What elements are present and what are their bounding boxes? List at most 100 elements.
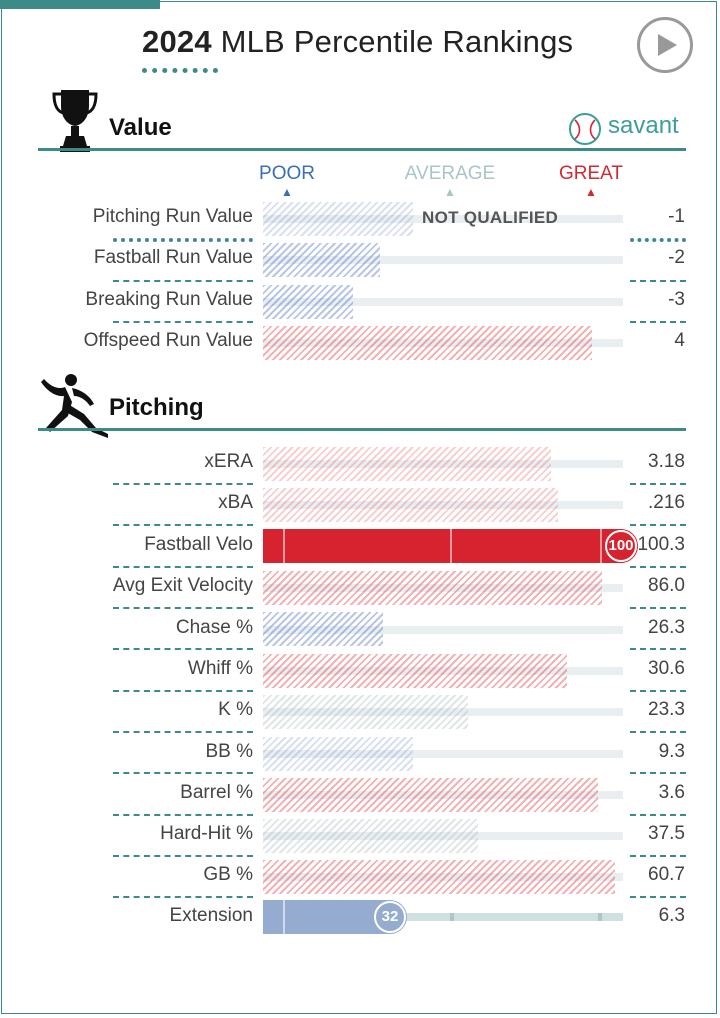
pitching-section-title: Pitching [109, 394, 204, 421]
bar-tick [283, 529, 285, 563]
row-separator [630, 855, 686, 857]
percentile-badge: 100 [605, 530, 637, 562]
scale-average: AVERAGE ▲ [390, 163, 510, 198]
percentile-track [263, 873, 623, 881]
percentile-track [263, 913, 623, 921]
scale-average-label: AVERAGE [404, 163, 496, 184]
metric-label: BB % [205, 741, 253, 762]
metric-label: Offspeed Run Value [83, 330, 253, 351]
row-separator [113, 238, 253, 242]
scale-great-arrow-icon: ▲ [585, 185, 597, 199]
percentile-bar [263, 571, 602, 605]
metric-label: Pitching Run Value [92, 206, 253, 227]
row-separator [113, 483, 253, 485]
row-separator [630, 607, 686, 609]
metric-value: 86.0 [648, 575, 685, 596]
percentile-bar [263, 612, 383, 646]
row-separator [113, 855, 253, 857]
metric-value: -2 [668, 247, 685, 268]
percentile-track [263, 626, 623, 634]
metric-label: GB % [203, 864, 253, 885]
savant-brand-text: savant [608, 112, 679, 139]
trophy-icon [52, 90, 98, 152]
row-separator [113, 772, 253, 774]
percentile-track [263, 460, 623, 468]
metric-label: xBA [218, 492, 253, 513]
row-separator [113, 321, 253, 323]
metric-label: xERA [204, 451, 253, 472]
title-text: MLB Percentile Rankings [220, 24, 574, 59]
row-separator [113, 690, 253, 692]
row-separator [630, 280, 686, 282]
metric-value: 3.6 [658, 782, 685, 803]
not-qualified-label: NOT QUALIFIED [422, 208, 559, 227]
metric-value: 3.18 [648, 451, 685, 472]
percentile-track [263, 791, 623, 799]
row-separator [630, 238, 686, 242]
percentile-bar [263, 285, 353, 319]
row-separator [630, 690, 686, 692]
track-tick [450, 913, 454, 921]
metric-value: -1 [668, 206, 685, 227]
metric-value: 9.3 [658, 741, 685, 762]
metric-label: Chase % [175, 617, 253, 638]
metric-value: 4 [674, 330, 685, 351]
metric-label: K % [218, 699, 253, 720]
percentile-track [263, 339, 623, 347]
title-underline [142, 68, 218, 73]
metric-value: 26.3 [648, 617, 685, 638]
row-separator [630, 648, 686, 650]
percentile-bar [263, 488, 558, 522]
metric-value: .216 [648, 492, 685, 513]
baseball-icon [569, 113, 601, 145]
percentile-badge: 32 [374, 901, 406, 933]
value-section-title: Value [109, 114, 172, 141]
metric-label: Barrel % [180, 782, 253, 803]
metric-label: Whiff % [187, 658, 253, 679]
percentile-bar [263, 529, 623, 563]
metric-value: 60.7 [648, 864, 685, 885]
row-separator [113, 607, 253, 609]
row-separator [113, 896, 253, 898]
row-separator [630, 524, 686, 526]
percentile-bar [263, 326, 592, 360]
scale-poor-label: POOR [259, 163, 315, 184]
bar-tick [283, 900, 285, 934]
play-button[interactable] [637, 17, 693, 73]
percentile-track [263, 298, 623, 306]
row-separator [630, 483, 686, 485]
scale-poor-arrow-icon: ▲ [281, 185, 293, 199]
title-year: 2024 [142, 24, 212, 59]
percentile-bar [263, 202, 413, 236]
percentile-bar [263, 819, 478, 853]
percentile-track [263, 750, 623, 758]
percentile-track [263, 708, 623, 716]
percentile-track [263, 256, 623, 264]
scale-average-arrow-icon: ▲ [444, 185, 456, 199]
metric-value: 6.3 [658, 905, 685, 926]
percentile-track [263, 667, 623, 675]
row-separator [630, 814, 686, 816]
row-separator [113, 814, 253, 816]
track-tick [598, 913, 602, 921]
frame-accent-tab [0, 0, 160, 9]
metric-label: Fastball Run Value [93, 247, 253, 268]
metric-label: Extension [169, 905, 253, 926]
page-title: 2024 MLB Percentile Rankings [142, 24, 573, 60]
percentile-track [263, 832, 623, 840]
row-separator [630, 896, 686, 898]
row-separator [630, 566, 686, 568]
row-separator [113, 280, 253, 282]
metric-label: Hard-Hit % [160, 823, 253, 844]
row-separator [630, 772, 686, 774]
metric-label: Fastball Velo [144, 534, 253, 555]
row-separator [630, 321, 686, 323]
metric-value: 30.6 [648, 658, 685, 679]
bar-tick [450, 529, 452, 563]
row-separator [113, 566, 253, 568]
scale-poor: POOR ▲ [227, 163, 347, 198]
percentile-bar [263, 447, 551, 481]
percentile-bar [263, 778, 598, 812]
scale-great: GREAT ▲ [531, 163, 651, 198]
